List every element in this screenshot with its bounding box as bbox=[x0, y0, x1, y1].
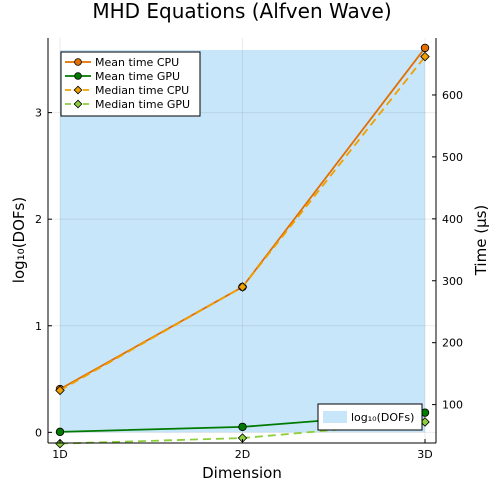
data-point bbox=[420, 51, 430, 62]
legend-dofs: log₁₀(DOFs) bbox=[317, 403, 423, 431]
y-right-tick-label: 300 bbox=[442, 275, 463, 288]
legend-marker bbox=[74, 58, 82, 66]
y-axis-right-label: Time (µs) bbox=[472, 205, 490, 277]
y-right-tick-label: 200 bbox=[442, 337, 463, 350]
legend-label: Mean time CPU bbox=[95, 56, 179, 69]
y-axis-left-label: log₁₀(DOFs) bbox=[10, 197, 28, 283]
y-right-tick-label: 400 bbox=[442, 213, 463, 226]
x-tick-label: 3D bbox=[417, 448, 432, 461]
legend-label: Mean time GPU bbox=[95, 70, 180, 83]
y-left-tick-label: 1 bbox=[35, 320, 42, 333]
data-point bbox=[55, 385, 65, 396]
y-right-tick-label: 500 bbox=[442, 151, 463, 164]
x-tick-label: 1D bbox=[52, 448, 67, 461]
data-point bbox=[238, 422, 247, 432]
legend-marker bbox=[73, 99, 83, 109]
legend-marker bbox=[74, 72, 82, 80]
data-point bbox=[237, 282, 248, 292]
y-left-tick-label: 2 bbox=[35, 213, 42, 226]
y-right-tick-label: 600 bbox=[442, 89, 463, 102]
data-point bbox=[55, 438, 65, 449]
y-right-tick-label: 100 bbox=[442, 399, 463, 412]
legend-label: Median time GPU bbox=[95, 98, 190, 111]
data-point bbox=[55, 427, 65, 437]
x-axis-label: Dimension bbox=[202, 464, 282, 482]
legend-label: Median time CPU bbox=[95, 84, 189, 97]
y-left-tick-label: 3 bbox=[35, 107, 42, 120]
data-point bbox=[420, 43, 430, 53]
y-left-tick-label: 0 bbox=[35, 426, 42, 439]
legend-marker bbox=[73, 85, 83, 95]
x-tick-label: 2D bbox=[235, 448, 250, 461]
legend-swatch-area bbox=[323, 411, 347, 423]
chart-title: MHD Equations (Alfven Wave) bbox=[92, 0, 391, 23]
legend-label: log₁₀(DOFs) bbox=[351, 411, 414, 424]
axes: 1D 2D 3D 0 1 2 3 100 200 300 400 500 600 bbox=[35, 38, 463, 461]
